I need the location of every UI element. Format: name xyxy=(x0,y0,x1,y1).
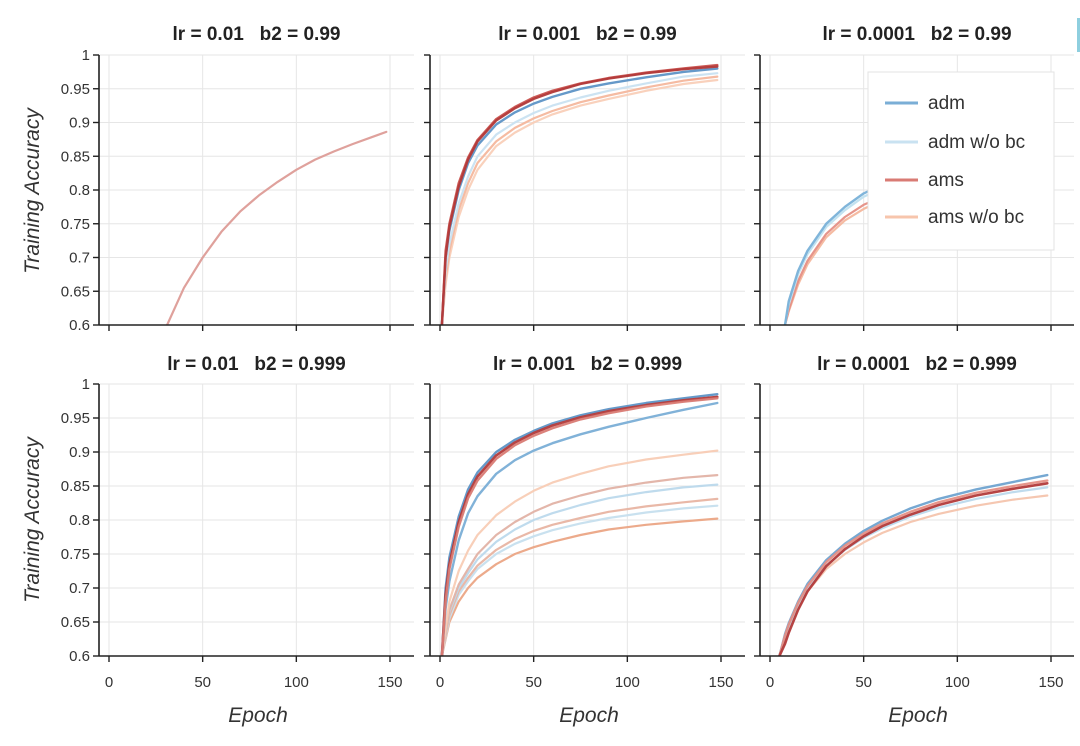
series-line-adm xyxy=(778,473,1049,656)
accent-bar xyxy=(1077,18,1080,52)
panel-2: lr = 0.001 b2 = 0.99 xyxy=(424,24,745,331)
x-tick-label: 0 xyxy=(436,674,444,691)
series-line-adm xyxy=(440,393,719,656)
x-tick-label: 100 xyxy=(615,674,640,691)
series-group xyxy=(166,130,388,325)
panel-5: lr = 0.001 b2 = 0.999 0 50 100 150 xyxy=(424,354,745,691)
y-tick-label: 0.9 xyxy=(69,444,90,461)
y-tick-label: 0.65 xyxy=(61,283,90,300)
y-tick-label: 1 xyxy=(82,376,90,393)
y-tick-label: 0.75 xyxy=(61,216,90,233)
series-line-ams-w-o-bc xyxy=(440,449,719,656)
y-tick-label: 0.8 xyxy=(69,182,90,199)
x-tick-label: 100 xyxy=(945,674,970,691)
series-line-ams-w-o-bc xyxy=(440,78,719,325)
series-group xyxy=(440,63,719,325)
y-tick-label: 0.95 xyxy=(61,410,90,427)
panel-6: lr = 0.0001 b2 = 0.999 0 50 100 150 xyxy=(754,354,1074,691)
xlabel-col-1: Epoch xyxy=(228,704,288,727)
legend-item-ams-wo-bc: ams w/o bc xyxy=(885,207,1024,228)
x-tick-label: 0 xyxy=(766,674,774,691)
series-line-ams-w-o-bc xyxy=(440,517,719,656)
y-tick-label: 0.85 xyxy=(61,478,90,495)
y-tick-label: 0.65 xyxy=(61,614,90,631)
y-tick-label: 0.85 xyxy=(61,148,90,165)
x-tick-label: 50 xyxy=(525,674,542,691)
series-line-ams-w-o-bc xyxy=(440,474,719,656)
legend-label-ams-wo-bc: ams w/o bc xyxy=(928,207,1024,228)
y-tick-label: 0.6 xyxy=(69,648,90,665)
series-line-ams xyxy=(440,397,719,656)
grid xyxy=(99,383,414,657)
x-tick-label: 100 xyxy=(284,674,309,691)
panel-4: lr = 0.01 b2 = 0.99910.950.90.850.80.750… xyxy=(61,354,414,691)
x-tick-label: 50 xyxy=(855,674,872,691)
panel-1: lr = 0.01 b2 = 0.99 1 0.95 0.9 0.85 0.8 0.75 0.… xyxy=(61,24,414,334)
series-line-ams xyxy=(440,65,719,325)
series-line-ams xyxy=(440,63,719,325)
panel-title: lr = 0.001 b2 = 0.999 xyxy=(493,354,682,375)
series-line-ams xyxy=(166,130,388,325)
legend-item-adm-wo-bc: adm w/o bc xyxy=(885,132,1025,153)
legend-item-ams: ams xyxy=(885,170,964,191)
series-line-ams xyxy=(778,479,1049,656)
ylabel-row-1: Training Accuracy xyxy=(21,107,44,274)
panels: lr = 0.01 b2 = 0.99 1 0.95 0.9 0.85 0.8 0.75 0.… xyxy=(61,24,1074,691)
legend-item-adm: adm xyxy=(885,93,965,114)
y-tick-label: 1 xyxy=(82,47,90,64)
y-tick-label: 0.95 xyxy=(61,81,90,98)
series-line-ams-w-o-bc xyxy=(440,75,719,325)
panel-title: lr = 0.01 b2 = 0.999 xyxy=(167,354,346,375)
panel-title: lr = 0.0001 b2 = 0.99 xyxy=(822,24,1011,45)
grid xyxy=(760,383,1074,657)
series-line-ams-w-o-bc xyxy=(440,497,719,656)
series-line-adm xyxy=(440,401,719,656)
y-tick-label: 0.8 xyxy=(69,512,90,529)
xlabel-col-3: Epoch xyxy=(888,704,948,727)
y-tick-label: 0.9 xyxy=(69,115,90,132)
x-tick-label: 150 xyxy=(708,674,733,691)
xlabel-col-2: Epoch xyxy=(559,704,619,727)
x-tick-label: 0 xyxy=(105,674,113,691)
panel-title: lr = 0.0001 b2 = 0.999 xyxy=(817,354,1017,375)
x-tick-label: 150 xyxy=(377,674,402,691)
ylabel-row-2: Training Accuracy xyxy=(21,436,44,603)
series-group xyxy=(778,473,1049,656)
series-line-adm-w-o-bc xyxy=(440,483,719,656)
legend-label-adm-wo-bc: adm w/o bc xyxy=(928,132,1025,153)
legend: adm adm w/o bc ams ams w/o bc xyxy=(867,71,1055,251)
panel-title: lr = 0.01 b2 = 0.99 xyxy=(173,24,341,45)
x-tick-label: 50 xyxy=(194,674,211,691)
series-line-adm-w-o-bc xyxy=(440,504,719,656)
y-tick-label: 0.75 xyxy=(61,546,90,563)
series-group xyxy=(440,393,719,656)
legend-label-ams: ams xyxy=(928,170,964,191)
y-tick-label: 0.7 xyxy=(69,580,90,597)
legend-label-adm: adm xyxy=(928,93,965,114)
panel-title: lr = 0.001 b2 = 0.99 xyxy=(498,24,677,45)
y-tick-label: 0.6 xyxy=(69,317,90,334)
y-tick-label: 0.7 xyxy=(69,250,90,267)
x-tick-label: 150 xyxy=(1038,674,1063,691)
grid xyxy=(99,54,414,326)
series-line-ams xyxy=(778,481,1049,656)
series-line-adm-w-o-bc xyxy=(440,72,719,325)
